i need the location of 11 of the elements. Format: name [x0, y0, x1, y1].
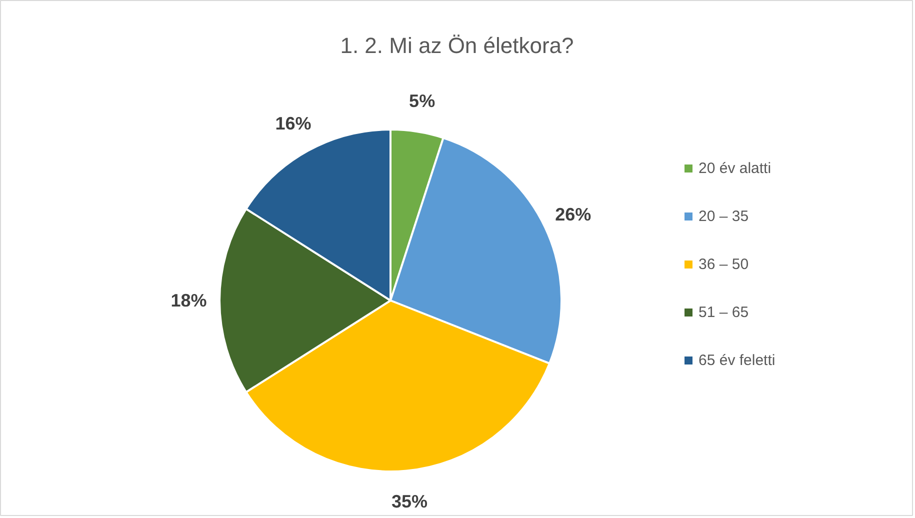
legend-label: 20 év alatti: [698, 160, 772, 177]
data-label: 5%: [409, 91, 436, 112]
legend-label: 36 – 50: [698, 256, 749, 273]
data-label: 16%: [275, 114, 312, 134]
data-label: 26%: [555, 204, 592, 225]
chart-title: 1. 2. Mi az Ön életkora?: [340, 33, 574, 58]
legend-label: 65 év feletti: [698, 352, 776, 369]
legend-label: 51 – 65: [698, 304, 749, 321]
data-label: 18%: [170, 290, 207, 310]
data-label: 35%: [391, 491, 428, 512]
legend-label: 20 – 35: [698, 208, 749, 225]
